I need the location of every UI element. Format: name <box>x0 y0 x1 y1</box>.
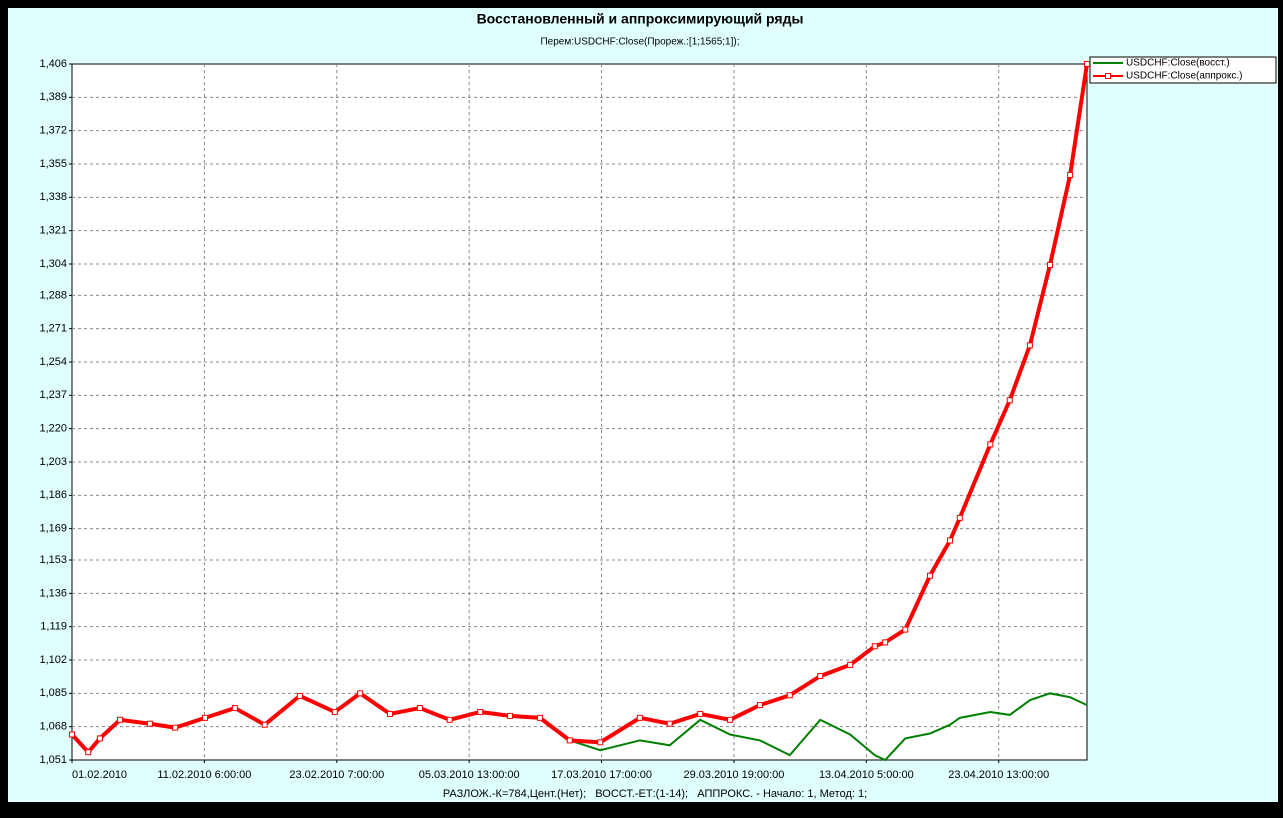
y-tick-label: 1,119 <box>40 621 67 633</box>
marker <box>202 714 209 721</box>
marker <box>597 739 604 746</box>
x-tick-label: 05.03.2010 13:00:00 <box>419 769 520 781</box>
marker <box>882 639 889 646</box>
marker <box>536 714 543 721</box>
series-line <box>70 63 1089 756</box>
y-tick-label: 1,372 <box>39 125 67 137</box>
marker <box>817 673 824 680</box>
marker <box>902 626 909 633</box>
marker <box>172 724 179 731</box>
marker <box>357 690 364 697</box>
marker <box>1006 397 1013 404</box>
chart-footer: РАЗЛОЖ.-К=784,Цент.(Нет); ВОССТ.-ЕТ:(1-1… <box>443 788 867 800</box>
y-tick-label: 1,321 <box>39 225 67 237</box>
chart-subtitle: Перем:USDCHF:Close(Прореж.:[1;1565;1]); <box>540 37 739 48</box>
y-tick-label: 1,136 <box>39 587 67 599</box>
marker <box>146 720 153 727</box>
y-tick-label: 1,220 <box>39 423 67 435</box>
y-tick-label: 1,288 <box>39 289 67 301</box>
y-tick-label: 1,406 <box>39 58 67 70</box>
marker <box>1084 61 1090 67</box>
marker <box>231 705 238 712</box>
y-tick-label: 1,051 <box>39 754 67 766</box>
marker <box>96 735 103 742</box>
marker <box>446 716 453 723</box>
y-tick-label: 1,169 <box>39 523 67 535</box>
y-tick-label: 1,186 <box>39 489 67 501</box>
y-tick-label: 1,304 <box>39 258 67 270</box>
x-tick-label: 23.02.2010 7:00:00 <box>289 769 384 781</box>
y-tick-label: 1,254 <box>39 356 67 368</box>
y-tick-label: 1,153 <box>39 554 67 566</box>
marker <box>1047 261 1054 268</box>
marker <box>636 714 643 721</box>
x-tick-label: 13.04.2010 5:00:00 <box>819 769 914 781</box>
x-tick-label: 01.02.2010 <box>72 769 127 781</box>
marker <box>507 712 514 719</box>
marker <box>416 705 423 712</box>
marker <box>727 716 734 723</box>
marker <box>477 708 484 715</box>
marker <box>697 710 704 717</box>
legend-box <box>1089 56 1277 84</box>
legend-label: USDCHF:Close(восст.) <box>1126 58 1230 69</box>
y-tick-label: 1,338 <box>39 191 67 203</box>
y-tick-label: 1,271 <box>39 323 67 335</box>
marker <box>1026 342 1033 349</box>
marker <box>666 720 673 727</box>
marker <box>847 661 854 668</box>
y-tick-label: 1,085 <box>39 687 67 699</box>
marker <box>1067 171 1074 178</box>
marker <box>786 692 793 699</box>
y-tick-label: 1,237 <box>39 389 67 401</box>
x-tick-label: 29.03.2010 19:00:00 <box>683 769 784 781</box>
marker <box>947 537 954 544</box>
chart-title: Восстановленный и аппроксимирующий ряды <box>477 11 804 27</box>
marker <box>296 692 303 699</box>
y-tick-label: 1,068 <box>39 721 67 733</box>
x-tick-label: 23.04.2010 13:00:00 <box>948 769 1049 781</box>
marker <box>331 708 338 715</box>
y-tick-label: 1,203 <box>39 456 67 468</box>
x-tick-label: 17.03.2010 17:00:00 <box>551 769 652 781</box>
marker <box>117 716 124 723</box>
marker <box>756 702 763 709</box>
marker <box>987 441 994 448</box>
legend-marker <box>1105 73 1111 79</box>
y-tick-label: 1,102 <box>39 654 67 666</box>
x-tick-label: 11.02.2010 6:00:00 <box>157 769 251 781</box>
y-tick-label: 1,389 <box>39 91 67 103</box>
marker <box>566 737 573 744</box>
marker <box>956 514 963 521</box>
marker <box>386 710 393 717</box>
marker <box>261 721 268 728</box>
marker <box>69 731 75 738</box>
y-tick-label: 1,355 <box>39 158 67 170</box>
marker <box>926 572 933 579</box>
legend-label: USDCHF:Close(аппрокс.) <box>1126 71 1242 82</box>
marker <box>871 643 878 650</box>
plot-area <box>71 63 1088 761</box>
marker <box>85 749 92 756</box>
